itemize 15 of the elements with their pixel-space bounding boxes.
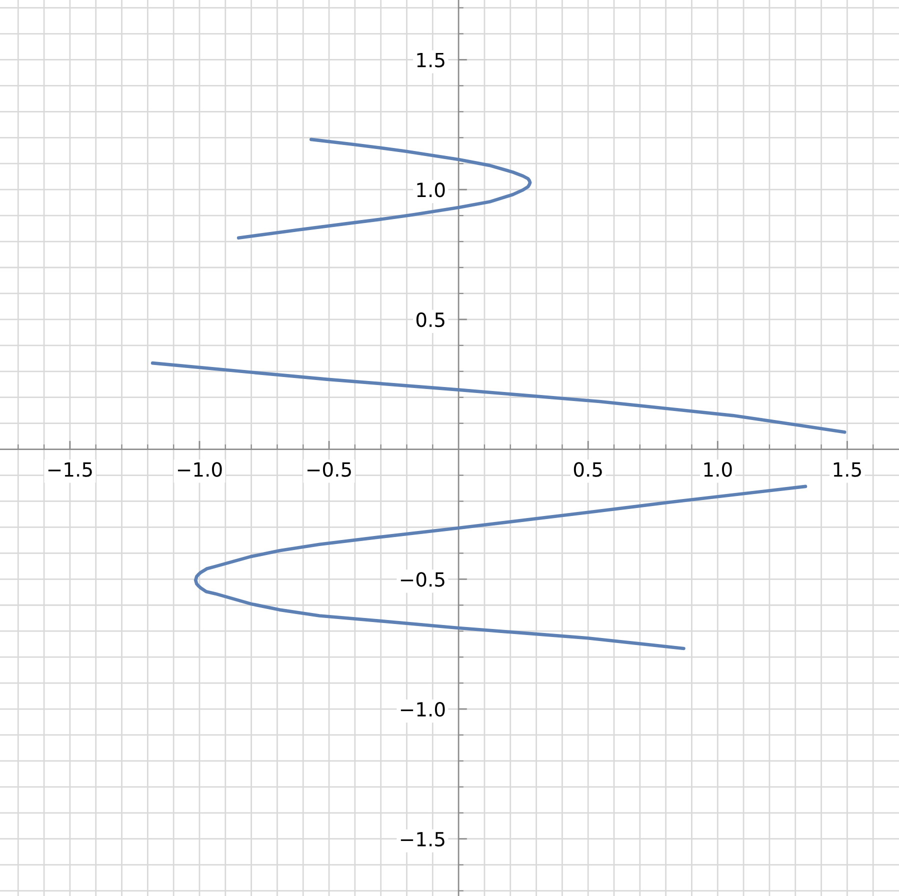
line-series — [150, 361, 846, 434]
line-series — [194, 484, 808, 650]
y-tick-label: −1.5 — [400, 832, 444, 847]
x-tick-label: 1.0 — [704, 462, 732, 477]
y-tick-label: 0.5 — [416, 312, 444, 328]
x-tick-label: −1.5 — [48, 462, 92, 477]
y-tick-label: 1.0 — [417, 182, 445, 198]
line-series — [236, 138, 532, 240]
x-tick-label: −0.5 — [307, 462, 351, 477]
y-tick-label: 1.5 — [417, 52, 444, 68]
x-tick-label: −1.0 — [178, 462, 222, 477]
x-tick-label: 0.5 — [574, 462, 602, 477]
x-tick-label: 1.5 — [834, 462, 861, 477]
y-tick-label: −1.0 — [400, 702, 445, 717]
y-tick-label: −0.5 — [400, 572, 444, 587]
